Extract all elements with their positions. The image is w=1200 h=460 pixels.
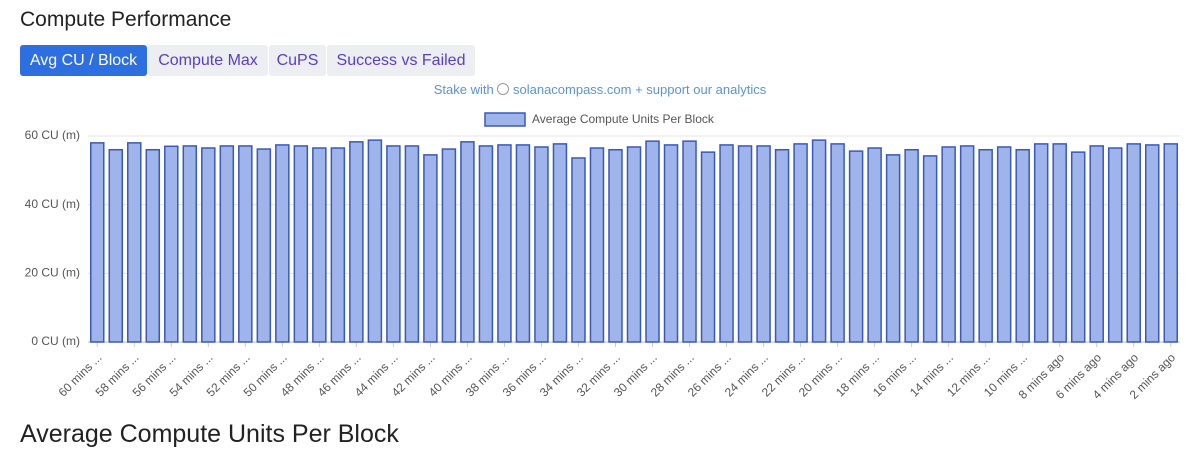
bar	[386, 145, 401, 343]
promo: Stake with solanacompass.com + support o…	[0, 82, 1200, 97]
bar	[1052, 143, 1067, 343]
y-tick-label: 0 CU (m)	[31, 334, 80, 348]
icon	[497, 83, 510, 95]
tab[interactable]: Success vs Failed	[327, 45, 475, 76]
bar	[349, 141, 364, 343]
bar	[922, 155, 938, 343]
section-title: Average Compute Units Per Block	[20, 420, 399, 448]
bar	[682, 140, 697, 343]
bar	[90, 142, 105, 343]
bar	[1107, 147, 1123, 343]
bar	[293, 145, 309, 343]
bar	[127, 142, 142, 343]
bar	[885, 154, 901, 343]
bar	[996, 146, 1012, 343]
bar	[1033, 143, 1049, 343]
y-tick-label: 60 CU (m)	[25, 128, 80, 142]
bar	[848, 150, 864, 343]
bar	[515, 144, 531, 343]
legend-swatch	[484, 112, 526, 127]
bar	[589, 147, 605, 343]
bar	[608, 148, 623, 343]
bar	[830, 143, 845, 343]
bar	[793, 143, 808, 343]
bar	[145, 148, 161, 343]
bar	[478, 145, 494, 343]
bar	[626, 146, 642, 343]
bar	[1163, 143, 1178, 343]
bar	[330, 147, 346, 343]
bar	[904, 148, 919, 343]
bar	[534, 146, 549, 343]
tab[interactable]: CuPS	[269, 45, 326, 76]
promo-text: Stake with	[433, 82, 494, 97]
bar	[700, 151, 716, 343]
bar	[571, 157, 586, 343]
bar	[959, 145, 975, 343]
bar	[275, 144, 290, 343]
tab[interactable]: Avg CU / Block	[20, 45, 147, 76]
bar	[978, 148, 993, 343]
y-tick-label: 40 CU (m)	[25, 197, 80, 211]
bar	[441, 148, 457, 343]
bar	[164, 145, 179, 343]
bar	[182, 145, 198, 343]
bar	[238, 145, 253, 343]
bar	[312, 147, 327, 343]
bar	[552, 143, 568, 343]
bar	[774, 148, 790, 343]
bar	[1126, 143, 1141, 343]
bar	[367, 139, 383, 343]
bar	[460, 141, 475, 343]
bar	[1089, 145, 1104, 343]
bar	[108, 148, 124, 343]
bar	[256, 148, 272, 343]
bar	[1070, 151, 1086, 343]
bar	[404, 145, 420, 343]
promo-link[interactable]: solanacompass.com + support our analytic…	[512, 82, 767, 97]
page-title: Compute Performance	[20, 8, 232, 31]
bar	[1144, 144, 1160, 343]
bar	[756, 145, 771, 343]
bar	[497, 144, 512, 343]
bar	[719, 144, 734, 343]
bar	[1015, 148, 1030, 343]
bar	[219, 145, 235, 343]
chart: 0 CU (m) 20 CU (m) 40 CU (m) 60 CU (m) Avera…	[25, 112, 1180, 402]
y-tick-label: 20 CU (m)	[25, 266, 80, 280]
tab[interactable]: Compute Max	[148, 45, 268, 76]
bar	[737, 145, 753, 343]
bar	[645, 140, 660, 343]
bar	[811, 139, 827, 343]
legend-label: Average Compute Units Per Block	[532, 112, 715, 126]
bar	[201, 147, 216, 343]
bar	[423, 154, 438, 343]
bar	[867, 147, 882, 343]
bar	[941, 146, 956, 343]
bar	[663, 144, 679, 343]
